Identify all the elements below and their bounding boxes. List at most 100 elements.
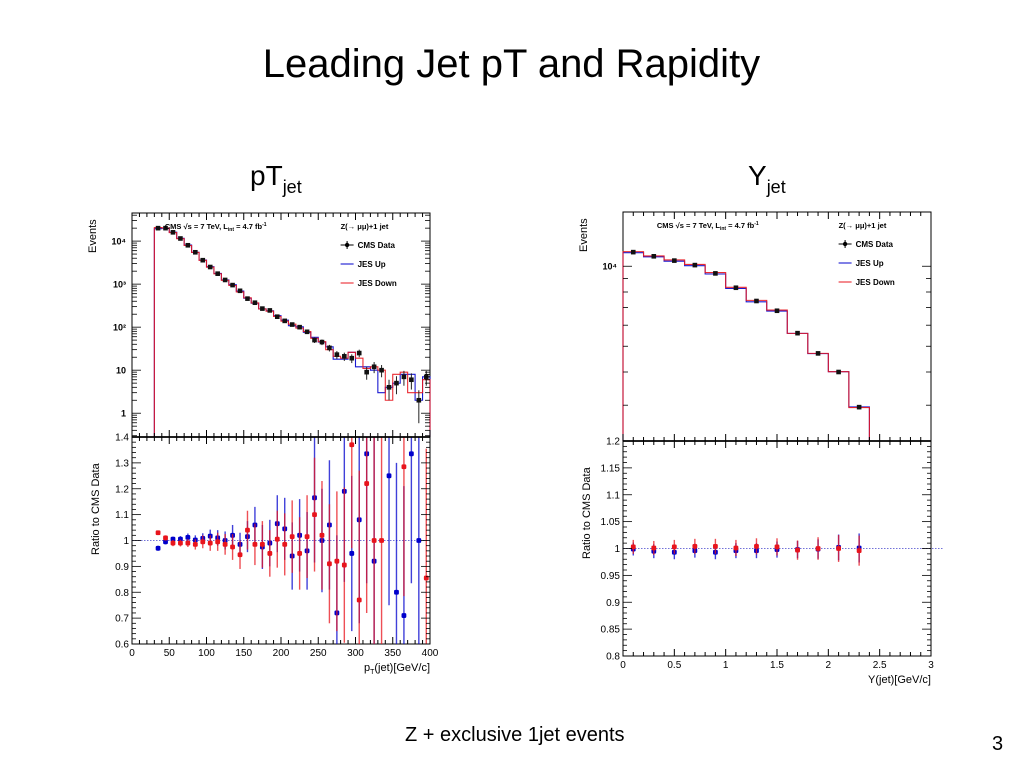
pt-ratio-jes-up-point [170,536,176,542]
pt-ratio-jes-down-point [230,544,235,550]
y-ratio-ytick-label: 0.85 [601,625,621,636]
pt-top-data-point [289,322,295,327]
pt-ratio-xtick-label: 0 [129,648,135,659]
pt-top-data-point [356,350,362,356]
pt-ratio-jes-down-point [237,552,243,558]
pt-top-legend-label: JES Down [358,279,397,288]
y-ratio-xtick-label: 2 [826,660,832,671]
pt-heading-sub: jet [282,177,302,197]
pt-ratio-jes-down-point [289,534,295,540]
pt-top-data-point [185,242,191,248]
pt-ratio-jes-down-point [252,541,258,547]
y-top-data-point [630,249,636,255]
pt-top-data-point [342,354,347,359]
pt-ratio-jes-down-point [274,536,280,542]
y-top-annotation-cms: CMS √s = 7 TeV, Lint = 4.7 fb-1 [657,221,759,232]
y-top-data-point [836,369,841,375]
pt-top-data-point [379,367,384,373]
pt-top-data-point [170,230,176,235]
pt-top-data-point [416,397,422,403]
pt-heading-main: pT [250,160,283,191]
pt-ratio-jes-up-point [386,473,392,479]
pt-ratio-xtick-label: 100 [198,648,215,659]
pt-top-data-point [178,236,183,241]
pt-ratio-jes-down-point [379,538,384,543]
y-top-legend-label: CMS Data [856,240,894,249]
pt-top-data-point [215,271,220,276]
pt-top-data-point [364,369,369,375]
pt-top-data-point [252,300,258,306]
pt-top-ytick-label: 10⁴ [112,237,126,247]
pt-top-data-point [274,314,280,320]
pt-top-legend-label: CMS Data [358,241,396,250]
pt-ratio-ytick-label: 1.1 [115,510,129,521]
pt-ratio-jes-down-point [341,562,347,568]
pt-top-ylabel: Events [87,219,99,253]
pt-ratio-jes-down-point [192,541,198,547]
pt-top-data-point [394,380,399,386]
y-heading-sub: jet [766,177,786,197]
y-top-data-point [672,258,677,263]
pt-ratio-jes-up-point [408,451,414,457]
pt-ratio-xtick-label: 50 [164,648,176,659]
pt-top-ytick-label: 10 [116,366,126,376]
y-ratio-jes-down-point [733,545,739,551]
pt-top-data-point [334,352,340,357]
pt-ratio-jes-up-point [178,536,183,542]
pt-ratio-jes-up-point [349,551,355,556]
pt-top-annotation-cms: CMS √s = 7 TeV, Lint = 4.7 fb-1 [165,222,267,233]
pt-ratio-jes-down-point [200,539,206,545]
y-ratio-jes-down-point [692,543,698,549]
y-heading-main: Y [748,160,767,191]
pt-top-data-point [155,225,161,231]
pt-ratio-jes-up-point [394,589,399,595]
pt-ratio-xtick-label: 250 [310,648,327,659]
y-ratio-xtick-label: 1 [723,660,729,671]
pt-ratio-ytick-label: 0.9 [115,562,129,573]
pt-ratio-ytick-label: 1.4 [115,433,129,444]
pt-top-data-point [371,364,377,370]
pt-ratio-ytick-label: 0.6 [115,640,129,651]
pt-top-data-point [260,306,265,311]
pt-top-data-point [163,225,168,231]
pt-top-data-point [304,329,310,335]
pt-ratio-jes-down-point [304,534,310,540]
y-top-data-point [856,404,862,410]
y-ratio-jes-down-point [630,544,636,550]
pt-ratio-xlabel: pT(jet)[GeV/c] [364,662,430,676]
y-ratio-xlabel: Y(jet)[GeV/c] [868,674,931,686]
pt-ratio-ylabel: Ratio to CMS Data [90,462,102,555]
y-top-data-point [692,262,698,268]
y-ratio-xtick-label: 0.5 [667,660,681,671]
pt-ratio-jes-up-point [185,534,191,540]
pt-ratio-jes-down-point [207,540,213,546]
pt-top-data-point [237,288,243,294]
pt-ratio-xtick-label: 200 [273,648,290,659]
pt-ratio-jes-up-point [416,538,422,543]
y-ratio-jes-down-point [856,548,862,554]
y-ratio-ytick-label: 0.9 [606,598,620,609]
pt-ratio-ytick-label: 1.3 [115,458,129,469]
y-ratio-jes-down-point [671,544,677,550]
slide-footer: Z + exclusive 1jet events [405,724,625,746]
pt-ratio-ytick-label: 1.2 [115,484,129,495]
y-top-legend-marker [842,241,848,247]
pt-top-legend-marker [344,242,350,248]
pt-ratio-jes-down-point [371,538,377,543]
y-top-data-point [774,308,780,314]
pt-top-data-point [297,324,302,330]
y-top-legend-label: JES Down [856,278,895,287]
y-ratio-ytick-label: 1 [614,544,620,555]
pt-ratio-ytick-label: 0.7 [115,614,129,625]
pt-ratio-jes-up-point [163,539,168,545]
y-ratio-jes-down-point [795,547,800,553]
pt-top-ytick-label: 10³ [113,280,126,290]
pt-ratio-jes-down-point [215,539,221,545]
y-top-annotation-process: Z(→ μμ)+1 jet [839,221,887,230]
pt-ratio-ytick-label: 1 [123,536,129,547]
pt-ratio-jes-down-point [356,597,362,603]
pt-top-ytick-label: 1 [121,409,126,419]
pt-top-data-point [327,345,332,351]
pt-ratio-jes-up-point [155,545,161,551]
pt-top-data-point [386,385,392,390]
